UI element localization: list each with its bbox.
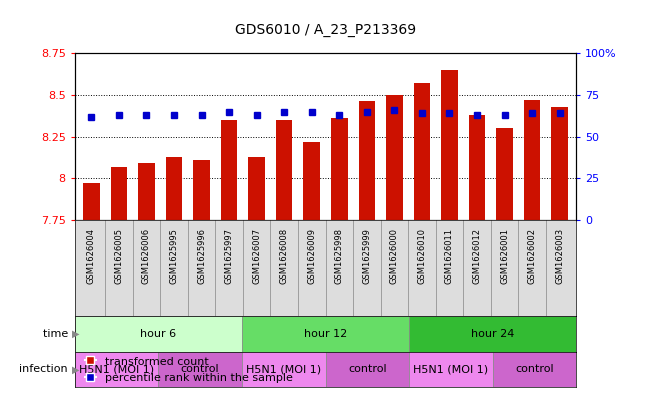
- Text: GSM1626000: GSM1626000: [390, 228, 399, 284]
- Bar: [496, 128, 513, 220]
- Bar: [409, 316, 576, 352]
- Text: infection: infection: [20, 364, 72, 375]
- Text: H5N1 (MOI 1): H5N1 (MOI 1): [246, 364, 322, 375]
- Bar: [138, 163, 155, 220]
- Text: GSM1626005: GSM1626005: [115, 228, 124, 284]
- Text: hour 12: hour 12: [304, 329, 347, 339]
- Bar: [158, 352, 242, 387]
- Text: GSM1625998: GSM1625998: [335, 228, 344, 284]
- Text: H5N1 (MOI 1): H5N1 (MOI 1): [413, 364, 488, 375]
- Bar: [242, 316, 409, 352]
- Bar: [413, 83, 430, 220]
- Bar: [221, 120, 238, 220]
- Text: GSM1626008: GSM1626008: [280, 228, 288, 284]
- Bar: [331, 118, 348, 220]
- Text: GSM1626010: GSM1626010: [417, 228, 426, 284]
- Text: hour 24: hour 24: [471, 329, 514, 339]
- Text: control: control: [181, 364, 219, 375]
- Bar: [441, 70, 458, 220]
- Bar: [83, 183, 100, 220]
- Text: GSM1625996: GSM1625996: [197, 228, 206, 284]
- Bar: [409, 352, 493, 387]
- Text: GSM1626002: GSM1626002: [527, 228, 536, 284]
- Bar: [359, 101, 375, 220]
- Text: time: time: [43, 329, 72, 339]
- Bar: [75, 316, 242, 352]
- Text: control: control: [515, 364, 553, 375]
- Bar: [75, 352, 158, 387]
- Text: GSM1626001: GSM1626001: [500, 228, 509, 284]
- Bar: [469, 115, 485, 220]
- Bar: [386, 95, 402, 220]
- Text: ▶: ▶: [72, 364, 79, 375]
- Legend: transformed count, percentile rank within the sample: transformed count, percentile rank withi…: [81, 351, 298, 387]
- Bar: [303, 141, 320, 220]
- Text: hour 6: hour 6: [141, 329, 176, 339]
- Text: GSM1625999: GSM1625999: [363, 228, 371, 284]
- Bar: [111, 167, 127, 220]
- Text: GDS6010 / A_23_P213369: GDS6010 / A_23_P213369: [235, 23, 416, 37]
- Bar: [193, 160, 210, 220]
- Text: GSM1626004: GSM1626004: [87, 228, 96, 284]
- Text: ▶: ▶: [72, 329, 79, 339]
- Bar: [524, 100, 540, 220]
- Text: GSM1626003: GSM1626003: [555, 228, 564, 284]
- Bar: [166, 156, 182, 220]
- Text: GSM1626006: GSM1626006: [142, 228, 151, 284]
- Bar: [242, 352, 326, 387]
- Bar: [249, 156, 265, 220]
- Text: control: control: [348, 364, 387, 375]
- Text: H5N1 (MOI 1): H5N1 (MOI 1): [79, 364, 154, 375]
- Text: GSM1625997: GSM1625997: [225, 228, 234, 284]
- Text: GSM1626007: GSM1626007: [252, 228, 261, 284]
- Bar: [551, 107, 568, 220]
- Bar: [326, 352, 409, 387]
- Text: GSM1626009: GSM1626009: [307, 228, 316, 284]
- Text: GSM1625995: GSM1625995: [169, 228, 178, 284]
- Bar: [493, 352, 576, 387]
- Text: GSM1626011: GSM1626011: [445, 228, 454, 284]
- Text: GSM1626012: GSM1626012: [473, 228, 482, 284]
- Bar: [276, 120, 292, 220]
